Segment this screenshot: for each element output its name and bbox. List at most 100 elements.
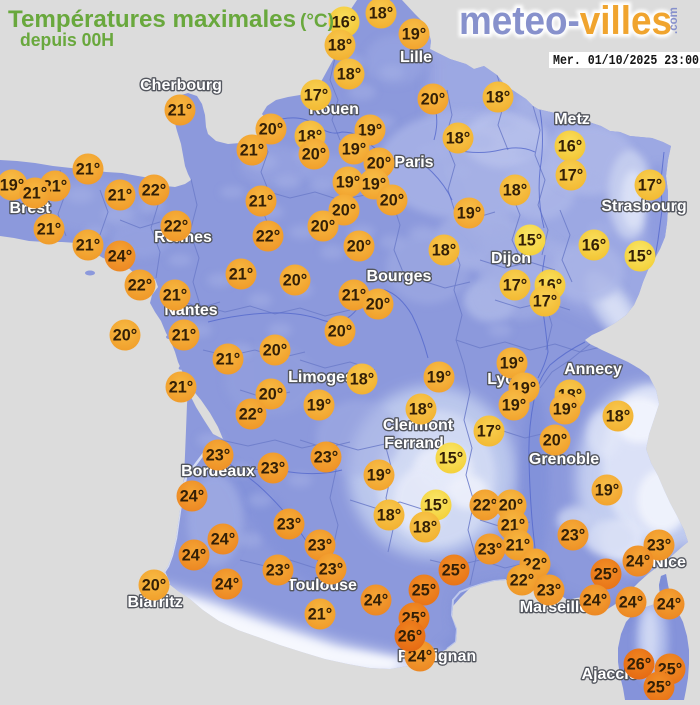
svg-text:23°: 23° (277, 516, 301, 534)
svg-text:20°: 20° (263, 342, 287, 360)
svg-text:24°: 24° (180, 488, 204, 506)
svg-text:19°: 19° (457, 205, 481, 223)
svg-text:22°: 22° (164, 218, 188, 236)
svg-text:24°: 24° (182, 547, 206, 565)
svg-text:19°: 19° (342, 141, 366, 159)
svg-text:21°: 21° (76, 237, 100, 255)
svg-text:meteo-villes: meteo-villes (459, 0, 672, 43)
svg-text:18°: 18° (606, 408, 630, 426)
svg-text:20°: 20° (421, 91, 445, 109)
svg-text:19°: 19° (402, 26, 426, 44)
svg-text:18°: 18° (377, 507, 401, 525)
svg-text:24°: 24° (108, 248, 132, 266)
svg-text:Bordeaux: Bordeaux (181, 463, 255, 480)
svg-text:Lille: Lille (400, 49, 432, 66)
svg-text:17°: 17° (477, 423, 501, 441)
svg-text:21°: 21° (23, 185, 47, 203)
svg-text:23°: 23° (647, 537, 671, 555)
svg-text:24°: 24° (211, 531, 235, 549)
svg-text:25°: 25° (647, 679, 671, 697)
svg-text:20°: 20° (380, 192, 404, 210)
svg-text:17°: 17° (559, 167, 583, 185)
svg-text:22°: 22° (473, 497, 497, 515)
svg-text:18°: 18° (409, 401, 433, 419)
svg-text:22°: 22° (128, 277, 152, 295)
svg-text:meteo-villes: meteo-villes (459, 0, 672, 43)
svg-text:Cherbourg: Cherbourg (140, 77, 222, 94)
svg-text:22°: 22° (510, 572, 534, 590)
svg-text:22°: 22° (256, 228, 280, 246)
svg-text:21°: 21° (216, 351, 240, 369)
svg-text:19°: 19° (595, 482, 619, 500)
svg-text:26°: 26° (398, 628, 422, 646)
svg-text:20°: 20° (367, 155, 391, 173)
svg-text:20°: 20° (311, 218, 335, 236)
svg-text:23°: 23° (478, 541, 502, 559)
svg-text:18°: 18° (486, 89, 510, 107)
svg-text:18°: 18° (503, 182, 527, 200)
svg-text:18°: 18° (413, 519, 437, 537)
svg-text:20°: 20° (302, 146, 326, 164)
svg-text:Températures maximales: Températures maximales (8, 6, 296, 33)
svg-text:21°: 21° (172, 327, 196, 345)
svg-text:21°: 21° (163, 287, 187, 305)
svg-text:19°: 19° (502, 397, 526, 415)
svg-text:20°: 20° (283, 272, 307, 290)
svg-text:24°: 24° (364, 592, 388, 610)
svg-text:23°: 23° (266, 562, 290, 580)
svg-text:25°: 25° (594, 566, 618, 584)
svg-text:24°: 24° (657, 596, 681, 614)
svg-text:23°: 23° (314, 449, 338, 467)
svg-text:19°: 19° (336, 174, 360, 192)
svg-text:20°: 20° (543, 432, 567, 450)
svg-text:19°: 19° (0, 177, 24, 195)
svg-text:20°: 20° (259, 386, 283, 404)
svg-text:17°: 17° (638, 177, 662, 195)
svg-text:Clermont: Clermont (383, 417, 454, 434)
svg-text:24°: 24° (619, 594, 643, 612)
svg-text:Biarritz: Biarritz (127, 594, 182, 611)
svg-text:Ferrand: Ferrand (384, 435, 444, 452)
svg-text:depuis 00H: depuis 00H (20, 29, 114, 50)
svg-text:23°: 23° (261, 460, 285, 478)
svg-text:26°: 26° (627, 656, 651, 674)
svg-text:23°: 23° (308, 537, 332, 555)
svg-text:24°: 24° (626, 553, 650, 571)
svg-text:19°: 19° (307, 397, 331, 415)
svg-text:22°: 22° (239, 406, 263, 424)
svg-text:16°: 16° (558, 138, 582, 156)
svg-text:Annecy: Annecy (564, 361, 622, 378)
svg-text:19°: 19° (358, 122, 382, 140)
svg-text:15°: 15° (439, 450, 463, 468)
svg-text:23°: 23° (206, 447, 230, 465)
svg-text:19°: 19° (500, 355, 524, 373)
svg-text:18°: 18° (432, 242, 456, 260)
svg-text:Marseille: Marseille (520, 599, 589, 616)
svg-text:24°: 24° (215, 576, 239, 594)
svg-text:16°: 16° (332, 14, 356, 32)
svg-text:21°: 21° (342, 287, 366, 305)
svg-text:Mer. 01/10/2025 23:00: Mer. 01/10/2025 23:00 (553, 53, 699, 69)
svg-text:Paris: Paris (394, 154, 433, 171)
svg-text:Metz: Metz (554, 111, 590, 128)
svg-text:.com: .com (668, 7, 680, 34)
svg-text:15°: 15° (518, 232, 542, 250)
svg-text:21°: 21° (249, 193, 273, 211)
svg-text:20°: 20° (366, 296, 390, 314)
svg-text:21°: 21° (240, 142, 264, 160)
svg-text:25°: 25° (442, 562, 466, 580)
svg-text:Strasbourg: Strasbourg (601, 198, 686, 215)
svg-text:21°: 21° (169, 379, 193, 397)
svg-text:(°C): (°C) (300, 11, 334, 32)
svg-text:17°: 17° (503, 277, 527, 295)
svg-text:17°: 17° (304, 87, 328, 105)
svg-text:20°: 20° (332, 202, 356, 220)
svg-text:24°: 24° (583, 592, 607, 610)
svg-text:21°: 21° (229, 266, 253, 284)
svg-text:24°: 24° (408, 648, 432, 666)
svg-text:21°: 21° (37, 221, 61, 239)
svg-text:Dijon: Dijon (491, 250, 531, 267)
svg-text:20°: 20° (328, 323, 352, 341)
svg-text:16°: 16° (582, 237, 606, 255)
svg-text:18°: 18° (446, 130, 470, 148)
